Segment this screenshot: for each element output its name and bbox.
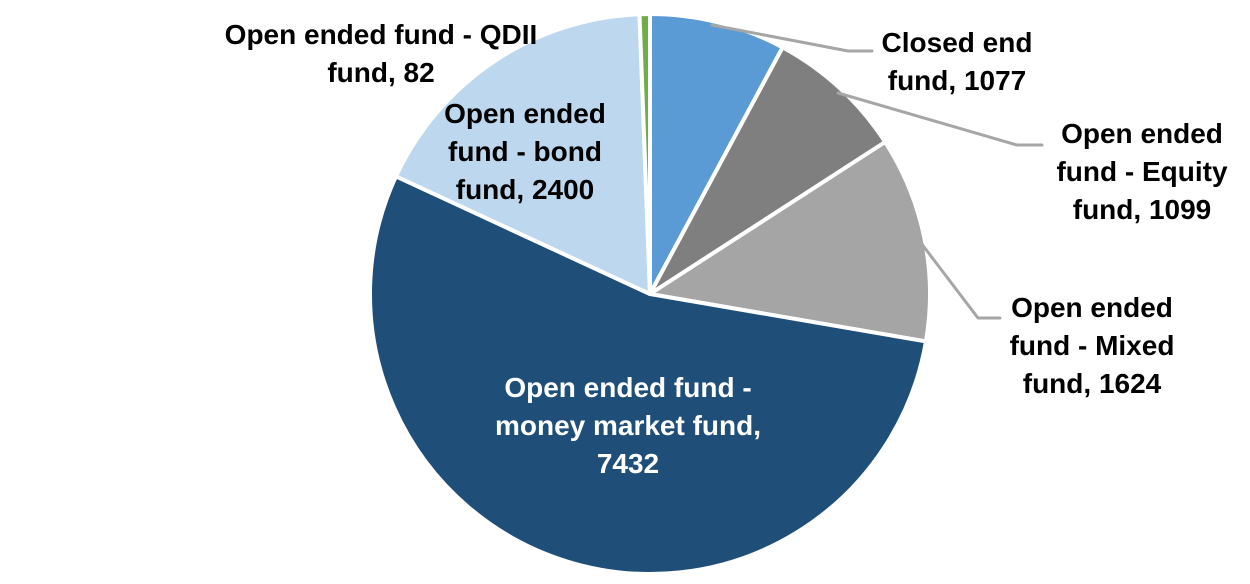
- data-label-line: Open ended fund - QDII: [224, 19, 538, 50]
- data-label-line: fund, 2400: [455, 174, 595, 205]
- data-label-line: Open ended: [1061, 118, 1223, 149]
- data-label-bond-fund: Open ended fund - bond fund, 2400: [444, 95, 606, 209]
- pie-slice-open-ended-fund-money-market-fund: [368, 174, 928, 576]
- data-label-mixed-fund: Open ended fund - Mixed fund, 1624: [1010, 289, 1175, 403]
- data-label-equity-fund: Open ended fund - Equity fund, 1099: [1056, 115, 1227, 229]
- data-label-qdii-fund: Open ended fund - QDII fund, 82: [225, 16, 538, 92]
- data-label-line: Open ended fund -: [504, 372, 752, 403]
- data-label-line: fund, 82: [327, 57, 435, 88]
- data-label-closed-end-fund: Closed end fund, 1077: [882, 24, 1033, 100]
- leader-line-mixed-fund: [919, 241, 1002, 320]
- data-label-line: Closed end: [881, 27, 1033, 58]
- data-label-line: Open ended: [444, 98, 606, 129]
- pie-slice-closed-end-fund: [648, 12, 785, 296]
- data-label-line: Open ended: [1011, 292, 1173, 323]
- data-label-line: fund, 1077: [887, 65, 1027, 96]
- data-label-line: fund - Mixed: [1009, 330, 1175, 361]
- leader-line-closed-end-fund: [710, 23, 874, 53]
- pie-slice-open-ended-fund-mixed-fund: [648, 140, 932, 344]
- data-label-line: 7432: [596, 448, 660, 479]
- data-label-line: fund, 1624: [1022, 368, 1162, 399]
- pie-slice-open-ended-fund-equity-fund: [648, 45, 888, 296]
- pie-slice-open-ended-fund-qdii-fund: [637, 12, 652, 296]
- data-label-line: fund - Equity: [1056, 156, 1228, 187]
- pie-slice-open-ended-fund-bond-fund: [393, 12, 652, 296]
- leader-line-equity-fund: [836, 91, 1044, 147]
- data-label-line: fund, 1099: [1072, 194, 1212, 225]
- data-label-line: fund - bond: [448, 136, 602, 167]
- data-label-line: money market fund,: [494, 410, 762, 441]
- data-label-money-market-fund: Open ended fund - money market fund, 743…: [495, 369, 761, 483]
